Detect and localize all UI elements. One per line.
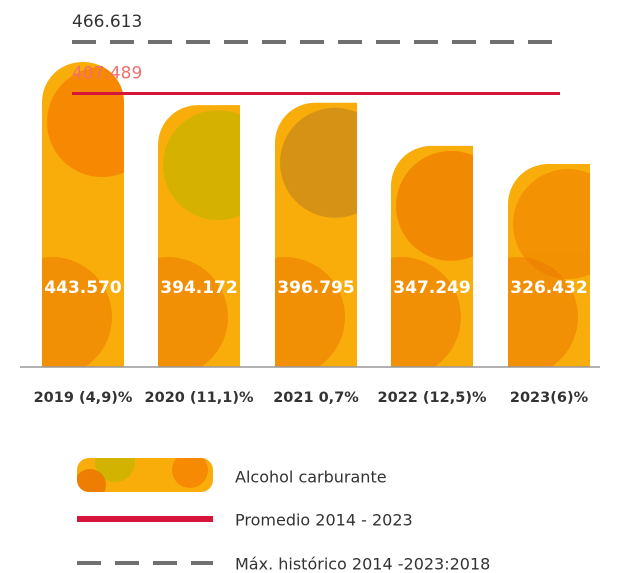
value-label: 443.570 bbox=[44, 278, 122, 298]
x-tick-label: 2020 (11,1)% bbox=[145, 390, 254, 406]
legend-label: Promedio 2014 - 2023 bbox=[235, 511, 413, 530]
bar-decoration bbox=[158, 110, 240, 367]
x-tick-label: 2021 0,7% bbox=[273, 390, 359, 406]
decor-circle bbox=[42, 257, 112, 367]
decor-circle bbox=[508, 257, 578, 367]
value-label: 326.432 bbox=[510, 278, 587, 298]
reference-label: 407.489 bbox=[72, 63, 142, 83]
x-tick-label: 2022 (12,5)% bbox=[378, 390, 487, 406]
bar-decoration bbox=[275, 107, 357, 367]
decor-circle bbox=[163, 110, 240, 221]
swatch-decor bbox=[172, 458, 208, 488]
value-label: 347.249 bbox=[393, 278, 470, 298]
bar-decoration bbox=[391, 150, 473, 367]
x-tick-label: 2023(6)% bbox=[510, 390, 589, 406]
decor-circle bbox=[513, 169, 590, 280]
x-tick-label: 2019 (4,9)% bbox=[34, 390, 133, 406]
legend-label: Máx. histórico 2014 -2023:2018 bbox=[235, 555, 490, 573]
reference-label: 466.613 bbox=[72, 12, 142, 32]
value-label: 394.172 bbox=[160, 278, 237, 298]
decor-circle bbox=[391, 257, 461, 367]
decor-circle bbox=[280, 107, 357, 218]
decor-circle bbox=[158, 257, 228, 367]
swatch-decor bbox=[95, 458, 135, 482]
swatch-decor bbox=[77, 469, 106, 492]
legend-label: Alcohol carburante bbox=[235, 468, 387, 487]
decor-circle bbox=[275, 257, 345, 367]
decor-circle bbox=[47, 67, 124, 178]
decor-circle bbox=[396, 150, 473, 261]
legend-swatch bbox=[77, 458, 213, 492]
bar-decoration bbox=[508, 169, 590, 367]
value-label: 396.795 bbox=[277, 278, 354, 298]
